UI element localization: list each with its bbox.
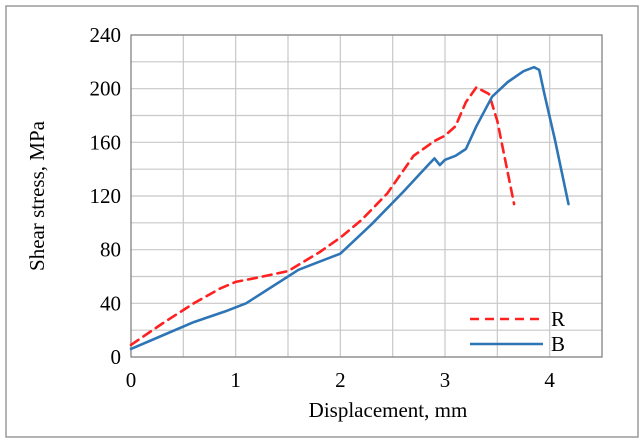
x-tick-label: 3 (440, 368, 451, 392)
y-axis-title: Shear stress, MPa (25, 120, 49, 271)
x-tick-label: 4 (544, 368, 555, 392)
y-tick-label: 80 (100, 238, 121, 262)
plot-area (130, 34, 603, 358)
y-tick-label: 240 (90, 23, 122, 47)
y-tick-label: 200 (90, 77, 122, 101)
series-line-r (129, 86, 516, 347)
x-tick-label: 0 (126, 368, 137, 392)
x-axis-title: Displacement, mm (309, 398, 468, 422)
y-tick-label: 120 (90, 184, 122, 208)
x-tick-label: 1 (230, 368, 241, 392)
chart-frame (5, 5, 639, 438)
series-line-b (129, 65, 570, 351)
y-tick-label: 0 (111, 345, 122, 369)
x-tick-label: 2 (335, 368, 346, 392)
series-layer (129, 65, 570, 351)
legend: RB (470, 307, 565, 356)
legend-label-b: B (551, 332, 565, 356)
y-tick-label: 160 (90, 130, 122, 154)
legend-label-r: R (551, 307, 565, 331)
y-tick-label: 40 (100, 291, 121, 315)
